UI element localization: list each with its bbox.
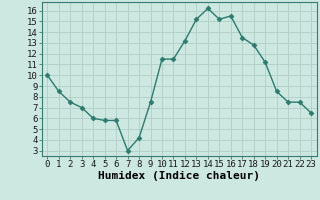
X-axis label: Humidex (Indice chaleur): Humidex (Indice chaleur) (98, 171, 260, 181)
